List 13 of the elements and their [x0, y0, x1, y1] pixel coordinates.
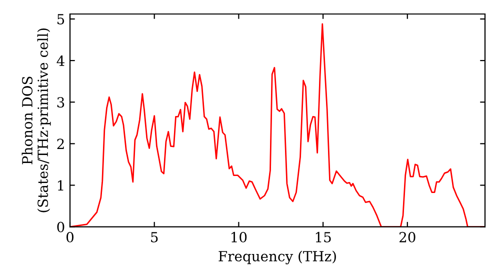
y-tick-label: 5 — [57, 14, 64, 24]
y-tick-label: 0 — [57, 222, 64, 232]
y-tick-label: 2 — [57, 138, 64, 149]
x-tick-label: 5 — [151, 232, 158, 242]
y-tick-label: 3 — [57, 97, 64, 108]
y-axis-title: Phonon DOS (States/THz·primitive cell) — [22, 28, 51, 212]
y-tick-label: 4 — [56, 56, 64, 66]
y-tick-label: 1 — [58, 180, 64, 191]
x-tick-label: 0 — [66, 232, 74, 242]
x-axis-title: Frequency (THz) — [218, 250, 336, 264]
x-tick-label: 20 — [400, 232, 416, 242]
x-tick-label: 15 — [316, 232, 331, 242]
x-tick-label: 10 — [232, 232, 247, 242]
